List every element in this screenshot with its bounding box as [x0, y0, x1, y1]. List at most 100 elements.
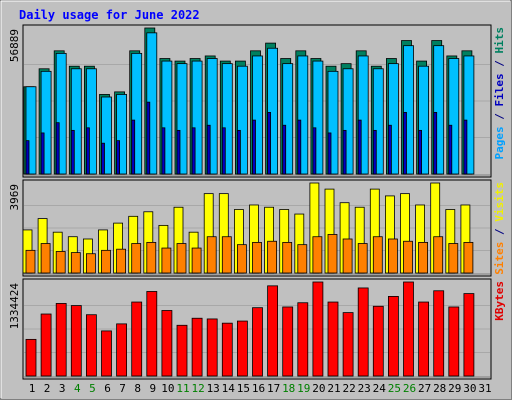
top-bar-files — [282, 63, 294, 175]
top-bar-files — [433, 45, 445, 175]
bottom-bar-kbytes — [116, 323, 127, 377]
top-bar-pages — [282, 124, 287, 175]
middle-bar-sites — [267, 240, 278, 274]
top-bar-files — [418, 65, 430, 175]
top-bar-pages — [342, 129, 347, 175]
legend-part: KBytes — [493, 281, 506, 321]
x-tick-label: 2 — [44, 382, 51, 395]
top-bar-pages — [372, 129, 377, 175]
middle-bar-sites — [463, 241, 474, 274]
bottom-bar-kbytes — [206, 318, 218, 377]
top-bar-files — [131, 52, 143, 175]
top-bar-files — [327, 70, 339, 175]
top-bar-pages — [131, 119, 136, 175]
bottom-bar-kbytes — [418, 301, 430, 377]
middle-bar-sites — [25, 249, 36, 274]
middle-bar-sites — [55, 251, 66, 274]
top-bar-pages — [418, 129, 423, 175]
top-bar-pages — [327, 132, 332, 175]
middle-bar-sites — [206, 236, 217, 274]
x-tick-label: 29 — [448, 382, 461, 395]
top-ymax-label: 56889 — [8, 29, 21, 62]
top-bar-pages — [40, 132, 45, 175]
middle-series-legend: Sites / Visits — [493, 182, 506, 275]
top-bar-files — [236, 65, 248, 175]
top-bar-files — [312, 60, 324, 175]
x-tick-label: 10 — [161, 382, 174, 395]
middle-bar-sites — [131, 243, 142, 274]
top-bar-files — [267, 47, 279, 175]
middle-bar-sites — [236, 244, 247, 274]
legend-part: Pages — [493, 126, 506, 159]
top-bar-pages — [70, 129, 75, 175]
middle-bar-sites — [116, 248, 126, 274]
top-bar-files — [403, 45, 414, 175]
x-tick-label: 16 — [252, 382, 265, 395]
bottom-bar-kbytes — [70, 305, 82, 377]
bottom-bar-kbytes — [101, 330, 112, 377]
top-bar-pages — [221, 127, 226, 175]
x-tick-label: 15 — [237, 382, 250, 395]
top-bar-files — [86, 68, 97, 175]
bottom-bar-kbytes — [372, 305, 384, 377]
bottom-bar-kbytes — [312, 281, 324, 377]
x-tick-label: 22 — [342, 382, 355, 395]
bottom-bar-kbytes — [161, 310, 173, 377]
middle-bar-sites — [70, 252, 81, 274]
x-tick-label: 14 — [222, 382, 236, 395]
x-tick-label: 7 — [119, 382, 126, 395]
bottom-bar-kbytes — [252, 307, 263, 377]
bottom-bar-kbytes — [86, 314, 97, 377]
middle-bar-sites — [86, 253, 96, 274]
bottom-bar-kbytes — [463, 293, 475, 377]
x-tick-label: 3 — [59, 382, 66, 395]
x-axis-day-labels: 1 2 3 4 5 6 7 8 9 10 11 12 13 14 15 16 17 18 19 20 21 22 23 24 2… — [29, 382, 492, 395]
bottom-bar-kbytes — [131, 301, 143, 377]
middle-bar-sites — [146, 241, 157, 274]
bottom-bar-kbytes — [327, 301, 339, 377]
top-bar-pages — [387, 124, 392, 175]
bottom-bar-kbytes — [221, 322, 233, 377]
x-tick-label: 28 — [433, 382, 446, 395]
top-bar-files — [176, 63, 188, 175]
bottom-bar-kbytes — [433, 290, 445, 377]
x-tick-label: 17 — [267, 382, 280, 395]
x-tick-label: 8 — [134, 382, 141, 395]
top-bar-files — [70, 68, 82, 175]
top-bar-files — [463, 55, 475, 175]
x-tick-label: 9 — [149, 382, 156, 395]
top-bar-files — [116, 94, 127, 175]
middle-bar-sites — [327, 234, 338, 274]
top-bar-pages — [206, 124, 211, 175]
legend-part: Hits — [493, 27, 506, 54]
bottom-bar-kbytes — [55, 303, 67, 377]
top-bar-files — [297, 55, 309, 175]
bottom-bar-kbytes — [297, 302, 309, 377]
legend-part: / — [493, 54, 506, 74]
top-bar-files — [387, 63, 399, 175]
middle-bar-sites — [357, 243, 368, 274]
top-bar-files — [372, 68, 384, 175]
x-tick-label: 25 — [388, 382, 401, 395]
bottom-bar-kbytes — [146, 291, 158, 377]
bottom-bar-kbytes — [40, 313, 52, 377]
x-tick-label: 21 — [327, 382, 340, 395]
x-tick-label: 11 — [176, 382, 189, 395]
top-series-legend: Pages / Files / Hits — [493, 27, 506, 160]
bottom-series-legend: KBytes — [493, 281, 506, 321]
legend-part: / — [493, 107, 506, 127]
middle-bar-sites — [40, 243, 51, 274]
middle-ymax-label: 3969 — [8, 184, 21, 211]
middle-bar-sites — [433, 236, 444, 274]
top-panel: 56889 Pages / Files / Hits — [8, 24, 506, 178]
middle-bar-sites — [101, 249, 111, 274]
top-bar-files — [55, 52, 67, 175]
top-bar-files — [206, 58, 218, 175]
x-tick-label: 26 — [403, 382, 416, 395]
bottom-bar-kbytes — [357, 287, 369, 377]
top-bar-pages — [176, 129, 181, 175]
bottom-ymax-label: 1334424 — [8, 283, 21, 330]
bottom-bar-kbytes — [403, 281, 414, 377]
